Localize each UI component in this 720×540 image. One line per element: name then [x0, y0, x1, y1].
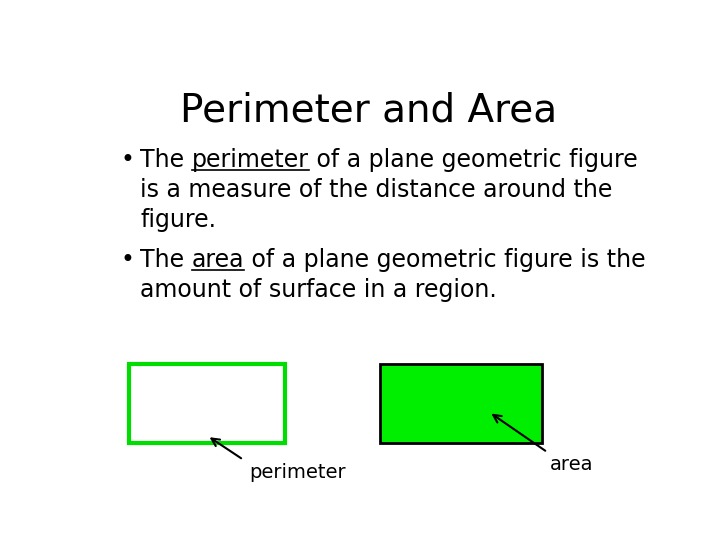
- Text: perimeter: perimeter: [192, 148, 309, 172]
- Text: figure.: figure.: [140, 208, 216, 232]
- Text: of a plane geometric figure is the: of a plane geometric figure is the: [244, 248, 646, 272]
- Text: Perimeter and Area: Perimeter and Area: [181, 92, 557, 130]
- Text: is a measure of the distance around the: is a measure of the distance around the: [140, 178, 613, 202]
- Text: area: area: [550, 455, 594, 474]
- Text: The: The: [140, 148, 192, 172]
- Text: area: area: [192, 248, 244, 272]
- Text: •: •: [121, 248, 135, 272]
- Text: amount of surface in a region.: amount of surface in a region.: [140, 278, 497, 302]
- Text: of a plane geometric figure: of a plane geometric figure: [309, 148, 638, 172]
- Text: •: •: [121, 148, 135, 172]
- Bar: [129, 364, 285, 443]
- Text: perimeter: perimeter: [249, 463, 346, 482]
- Bar: [380, 364, 542, 443]
- Text: The: The: [140, 248, 192, 272]
